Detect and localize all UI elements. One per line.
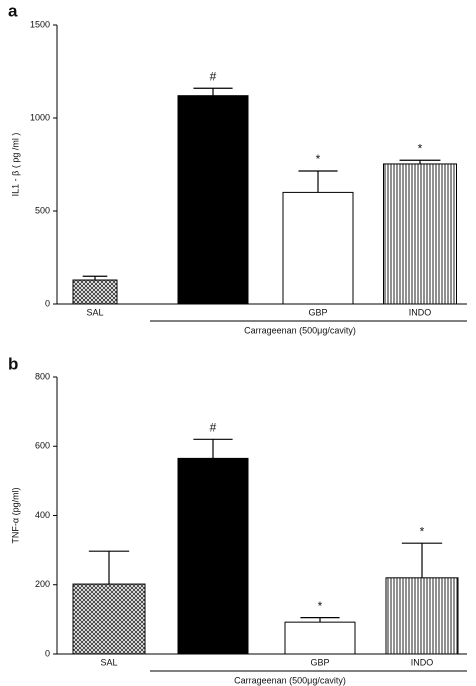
significance-marker: * <box>418 141 423 155</box>
y-tick-label: 500 <box>35 205 50 215</box>
group-label: Carrageenan (500μg/cavity) <box>234 675 346 685</box>
x-tick-label: INDO <box>409 307 432 317</box>
significance-marker: * <box>420 524 425 538</box>
y-tick-label: 1000 <box>30 112 50 122</box>
y-tick-label: 1500 <box>30 19 50 29</box>
significance-marker: # <box>210 69 217 83</box>
panel-label: b <box>8 354 18 373</box>
x-tick-label: GBP <box>310 657 329 667</box>
panel-label: a <box>8 1 18 20</box>
significance-marker: # <box>210 420 217 434</box>
y-axis-label: TNF-α (pg/ml) <box>10 487 20 543</box>
x-tick-label: SAL <box>86 307 103 317</box>
y-tick-label: 600 <box>35 441 50 451</box>
y-tick-label: 0 <box>45 648 50 658</box>
y-tick-label: 0 <box>45 298 50 308</box>
significance-marker: * <box>318 599 323 613</box>
bar <box>284 621 356 655</box>
y-axis-label: IL1 - β ( pg /ml ) <box>10 133 20 197</box>
bar <box>383 163 457 305</box>
x-tick-label: SAL <box>100 657 117 667</box>
y-tick-label: 800 <box>35 371 50 381</box>
bar <box>72 279 118 305</box>
x-tick-label: INDO <box>411 657 434 667</box>
bar <box>385 577 459 655</box>
bar <box>177 457 249 655</box>
bar <box>282 191 354 305</box>
significance-marker: * <box>316 152 321 166</box>
y-tick-label: 200 <box>35 579 50 589</box>
group-label: Carrageenan (500μg/cavity) <box>244 325 356 335</box>
bar <box>177 95 249 305</box>
y-tick-label: 400 <box>35 510 50 520</box>
x-tick-label: GBP <box>308 307 327 317</box>
bar <box>72 583 146 655</box>
